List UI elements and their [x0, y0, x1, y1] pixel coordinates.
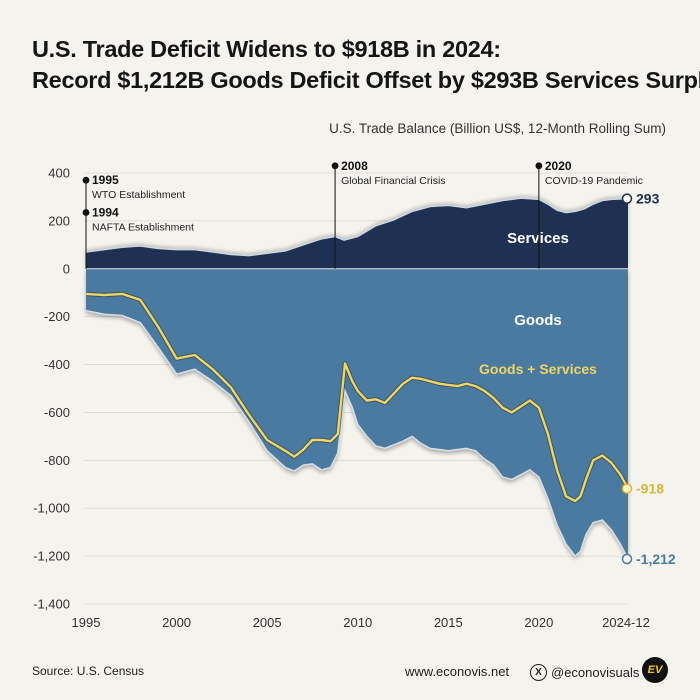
services-end-marker [621, 193, 633, 204]
services-area [86, 198, 628, 269]
y-tick-label: -1,200 [33, 549, 70, 564]
x-tick-label: 2000 [162, 615, 191, 630]
total-label: Goods + Services [479, 361, 597, 377]
y-tick-label: -400 [44, 357, 70, 372]
econovis-logo-icon: EV [642, 657, 668, 683]
services-label: Services [507, 230, 569, 247]
services-edge [85, 197, 629, 257]
social-handle-text: @econovisuals [551, 665, 640, 680]
social-handle[interactable]: X @econovisuals [530, 664, 639, 681]
annotation-dot [82, 209, 90, 216]
goods-edge [85, 309, 629, 560]
y-tick-label: 0 [63, 261, 70, 276]
x-tick-label: 1995 [72, 615, 101, 630]
goods-end-value: -1,212 [636, 551, 676, 567]
goods-area [86, 268, 628, 559]
total-end-value: -918 [636, 481, 664, 497]
unit-label: U.S. Trade Balance (Billion US$, 12-Mont… [329, 121, 666, 136]
x-logo-icon: X [530, 664, 547, 681]
chart-title: U.S. Trade Deficit Widens to $918B in 20… [32, 34, 700, 96]
annotation-text: Global Financial Crisis [341, 175, 445, 187]
x-tick-label: 2015 [434, 615, 463, 630]
y-tick-label: -1,400 [33, 597, 70, 612]
goods-label: Goods [514, 312, 562, 329]
annotation-dot [82, 176, 90, 184]
x-tick-label: 2024-12 [602, 615, 650, 630]
annotation-year: 2020 [545, 159, 572, 173]
title-line-2: Record $1,212B Goods Deficit Offset by $… [32, 67, 700, 93]
y-tick-label: -800 [44, 453, 70, 468]
y-tick-label: -1,000 [33, 501, 70, 516]
source-note: Source: U.S. Census [32, 664, 145, 678]
x-tick-label: 2020 [524, 615, 553, 630]
y-tick-label: 400 [48, 166, 70, 181]
goods-end-marker [621, 553, 633, 565]
annotation-year: 2008 [341, 159, 368, 173]
y-tick-label: -600 [44, 405, 70, 420]
total-end-marker [621, 483, 633, 494]
y-tick-label: 200 [48, 213, 70, 228]
y-tick-label: -200 [44, 309, 70, 324]
x-tick-label: 2005 [253, 615, 282, 630]
annotation-year: 1995 [92, 173, 119, 187]
annotation-dot [535, 162, 543, 170]
x-tick-label: 2010 [343, 615, 372, 630]
total-line [85, 292, 630, 503]
annotation-year: 1994 [92, 206, 119, 220]
annotation-text: WTO Establishment [92, 189, 185, 201]
annotation-dot [331, 162, 339, 170]
annotation-text: COVID-19 Pandemic [545, 175, 643, 187]
title-line-1: U.S. Trade Deficit Widens to $918B in 20… [32, 36, 501, 62]
annotation-text: NAFTA Establishment [92, 222, 194, 234]
website-link[interactable]: www.econovis.net [405, 664, 510, 679]
services-end-value: 293 [636, 191, 660, 207]
